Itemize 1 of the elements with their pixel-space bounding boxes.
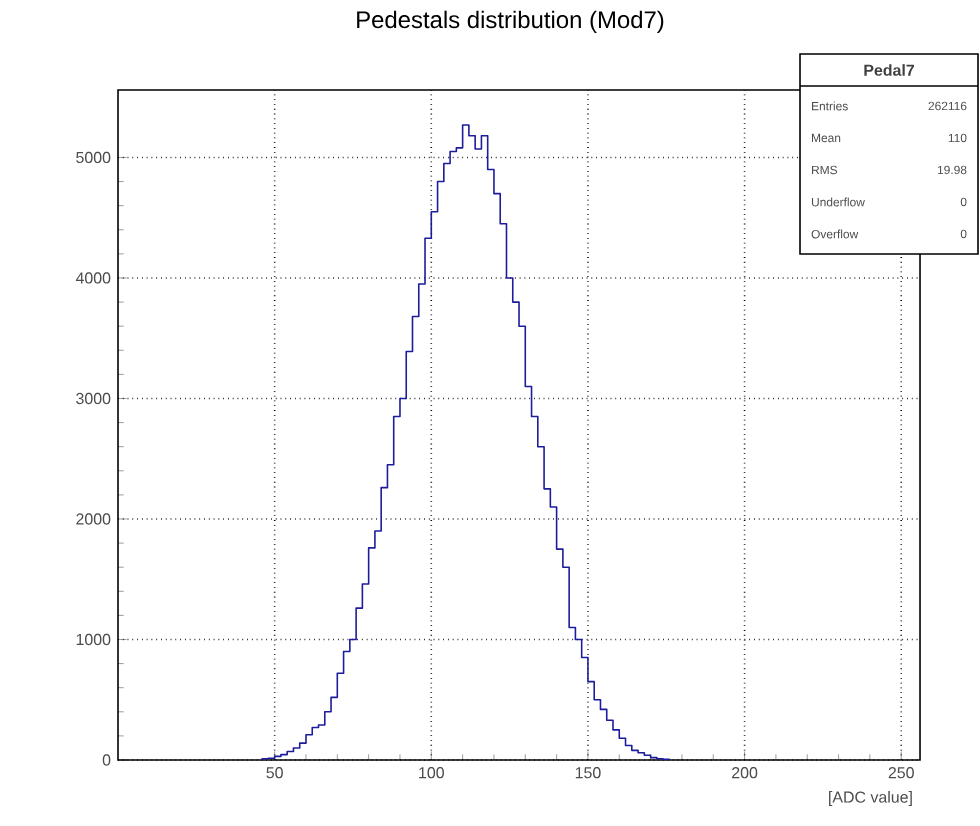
chart-title: Pedestals distribution (Mod7) <box>357 10 664 33</box>
